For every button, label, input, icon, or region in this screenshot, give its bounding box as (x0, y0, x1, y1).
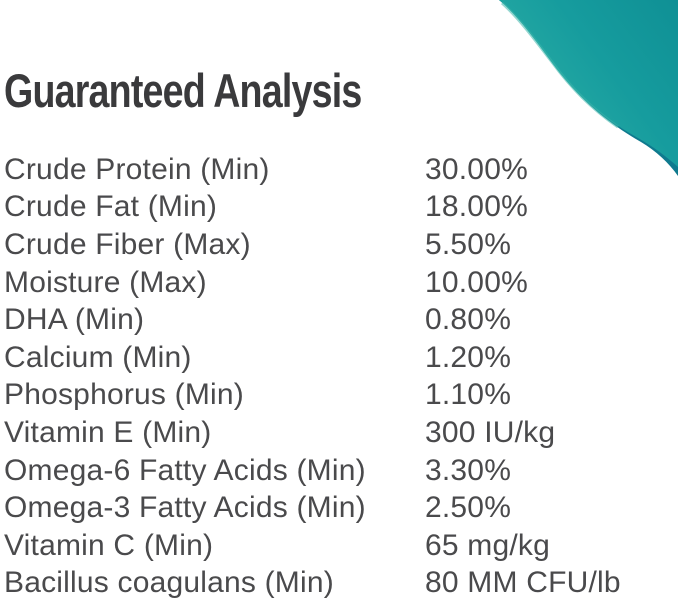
nutrient-value: 30.00% (425, 152, 528, 186)
nutrient-label: Crude Fat (Min) (4, 190, 218, 224)
nutrient-value: 2.50% (425, 491, 512, 525)
analysis-row: DHA (Min) 0.80% (4, 301, 674, 339)
nutrient-value: 3.30% (425, 453, 512, 487)
analysis-row: Crude Protein (Min) 30.00% (4, 151, 674, 189)
analysis-row: Omega-3 Fatty Acids (Min) 2.50% (4, 489, 674, 527)
nutrient-label: Vitamin E (Min) (4, 415, 212, 449)
nutrient-label: Moisture (Max) (4, 265, 207, 299)
nutrient-label: Crude Protein (Min) (4, 152, 270, 186)
analysis-row: Phosphorus (Min) 1.10% (4, 377, 674, 415)
teal-corner-shape (499, 0, 678, 167)
analysis-row: Moisture (Max) 10.00% (4, 264, 674, 302)
nutrient-value: 65 mg/kg (425, 528, 550, 562)
nutrient-label: Calcium (Min) (4, 340, 192, 374)
analysis-row: Omega-6 Fatty Acids (Min) 3.30% (4, 452, 674, 490)
analysis-row: Crude Fat (Min) 18.00% (4, 189, 674, 227)
nutrient-label: Omega-6 Fatty Acids (Min) (4, 453, 366, 487)
page-title: Guaranteed Analysis (4, 64, 362, 117)
analysis-row: Calcium (Min) 1.20% (4, 339, 674, 377)
teal-corner-highlight (501, 1, 619, 129)
analysis-row: Vitamin E (Min) 300 IU/kg (4, 414, 674, 452)
nutrient-label: Omega-3 Fatty Acids (Min) (4, 491, 366, 525)
nutrient-value: 300 IU/kg (425, 415, 556, 449)
nutrient-value: 10.00% (425, 265, 528, 299)
nutrient-value: 1.20% (425, 340, 512, 374)
analysis-row: Crude Fiber (Max) 5.50% (4, 226, 674, 264)
nutrient-value: 18.00% (425, 190, 528, 224)
analysis-row: Bacillus coagulans (Min) 80 MM CFU/lb (4, 565, 674, 603)
teal-corner-dark-edge (499, 0, 678, 176)
nutrient-value: 1.10% (425, 378, 512, 412)
nutrient-value: 0.80% (425, 303, 512, 337)
analysis-row: Vitamin C (Min) 65 mg/kg (4, 527, 674, 565)
nutrient-label: Crude Fiber (Max) (4, 227, 251, 261)
analysis-table: Crude Protein (Min) 30.00% Crude Fat (Min)… (4, 151, 674, 602)
nutrient-label: Bacillus coagulans (Min) (4, 566, 334, 600)
nutrient-value: 5.50% (425, 227, 512, 261)
nutrient-value: 80 MM CFU/lb (425, 566, 621, 600)
nutrient-label: Phosphorus (Min) (4, 378, 244, 412)
nutrient-label: Vitamin C (Min) (4, 528, 214, 562)
nutrient-label: DHA (Min) (4, 303, 145, 337)
